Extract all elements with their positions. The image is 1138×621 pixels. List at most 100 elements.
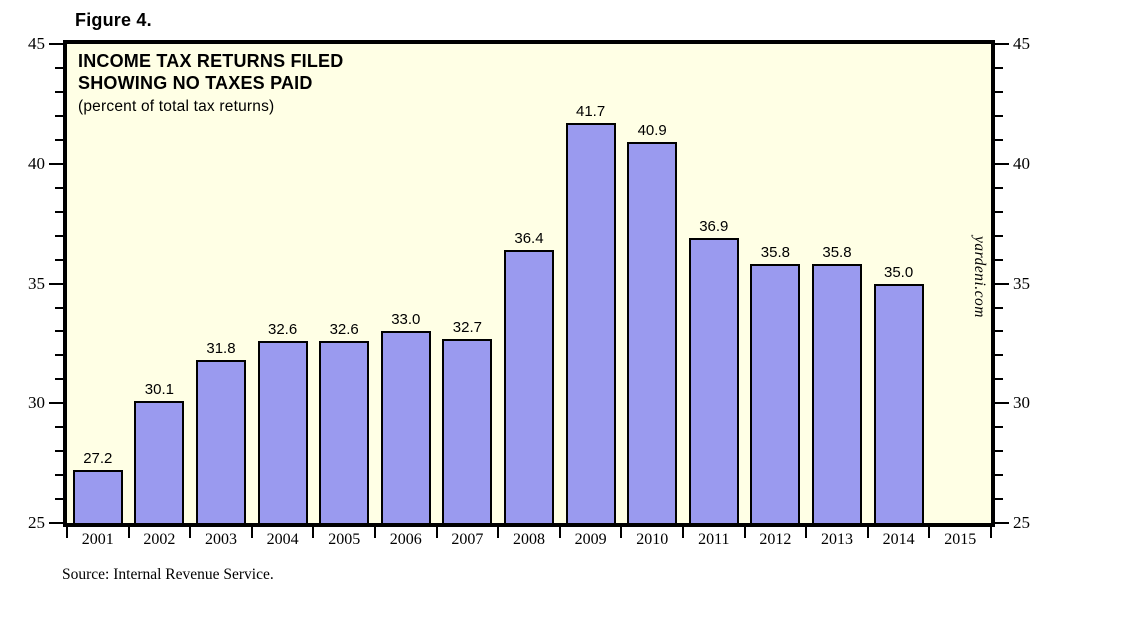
bars-layer: 27.2 30.1 31.8 32.6 32.6 33.0 32.7 36.4 41.7 40.9…: [67, 44, 991, 523]
chart-title: INCOME TAX RETURNS FILED SHOWING NO TAXE…: [78, 50, 343, 118]
bar-value-label-2007: 32.7: [452, 318, 482, 336]
bar-value-label-2014: 35.0: [883, 263, 914, 281]
bar-value-label-2013: 35.8: [822, 244, 852, 262]
y-minor-tick-left-44: [55, 66, 63, 69]
y-axis-label-right-30: 30: [1013, 393, 1030, 413]
y-major-tick-left-45: [49, 43, 63, 45]
chart-title-line1: INCOME TAX RETURNS FILED: [78, 51, 344, 71]
bar-2011: [688, 238, 739, 523]
bar-value-label-2004: 32.6: [267, 321, 298, 338]
y-major-tick-left-25: [49, 522, 63, 524]
y-minor-tick-left-36: [55, 258, 63, 261]
bar-2009: [565, 123, 616, 523]
y-major-tick-right-40: [995, 162, 1009, 165]
y-axis-label-right-35: 35: [1013, 273, 1030, 293]
bar-2010: [627, 142, 678, 523]
watermark-yardeni: yardeni.com: [971, 236, 988, 318]
y-minor-tick-right-31: [995, 378, 1003, 381]
x-axis-label-2008: 2008: [512, 531, 545, 548]
bar-value-label-2012: 35.8: [760, 244, 790, 262]
x-axis-label-2001: 2001: [81, 531, 114, 548]
bar-value-label-2003: 31.8: [206, 340, 236, 358]
x-axis-label-2005: 2005: [328, 531, 361, 548]
y-minor-tick-left-34: [55, 306, 63, 309]
y-minor-tick-left-26: [55, 498, 63, 501]
x-tick-13: [866, 527, 869, 538]
x-axis-label-2003: 2003: [204, 531, 237, 548]
y-minor-tick-right-29: [995, 426, 1003, 429]
x-axis-label-2014: 2014: [882, 531, 915, 548]
y-major-tick-left-35: [49, 282, 63, 285]
x-tick-5: [374, 527, 376, 538]
y-axis-label-right-40: 40: [1013, 153, 1030, 173]
y-minor-tick-right-28: [995, 450, 1003, 453]
x-axis-label-2007: 2007: [451, 531, 484, 548]
y-minor-tick-left-27: [55, 474, 63, 477]
x-tick-0: [66, 527, 68, 538]
y-minor-tick-left-29: [55, 426, 63, 429]
y-minor-tick-left-37: [55, 234, 63, 237]
bar-2002: [134, 400, 185, 523]
y-minor-tick-right-43: [995, 90, 1003, 93]
bar-value-label-2008: 36.4: [514, 230, 544, 247]
y-axis-label-left-30: 30: [28, 393, 45, 413]
chart-title-line2: SHOWING NO TAXES PAID: [78, 73, 313, 93]
y-axis-label-right-25: 25: [1013, 513, 1030, 532]
bar-2014: [873, 283, 924, 523]
x-tick-3: [250, 527, 253, 538]
y-major-tick-right-30: [995, 402, 1009, 405]
bar-2012: [750, 264, 801, 523]
bar-2001: [72, 470, 123, 523]
y-minor-tick-right-42: [995, 114, 1003, 117]
x-tick-12: [805, 527, 808, 538]
x-axis-label-2013: 2013: [820, 531, 853, 548]
bar-value-label-2001: 27.2: [83, 450, 113, 468]
plot-area: INCOME TAX RETURNS FILED SHOWING NO TAXE…: [63, 40, 995, 527]
bar-value-label-2011: 36.9: [699, 218, 729, 235]
y-minor-tick-left-43: [55, 90, 63, 93]
bar-2007: [442, 338, 493, 523]
x-axis-label-2002: 2002: [143, 531, 176, 548]
bar-2013: [812, 264, 862, 523]
bar-2004: [257, 341, 308, 523]
y-major-tick-right-35: [995, 282, 1009, 285]
y-minor-tick-right-33: [995, 330, 1003, 333]
y-minor-tick-right-44: [995, 66, 1003, 69]
x-tick-10: [682, 527, 684, 538]
x-axis-label-2012: 2012: [759, 531, 792, 548]
bar-value-label-2006: 33.0: [391, 311, 421, 329]
y-minor-tick-right-32: [995, 354, 1003, 357]
x-axis-label-2009: 2009: [574, 531, 607, 548]
bar-value-label-2002: 30.1: [144, 380, 174, 398]
x-tick-7: [497, 527, 500, 538]
y-major-tick-left-30: [49, 402, 63, 405]
y-minor-tick-right-38: [995, 210, 1003, 213]
x-axis-label-2011: 2011: [698, 531, 730, 548]
y-major-tick-left-40: [49, 162, 63, 165]
bar-2003: [196, 360, 246, 523]
y-minor-tick-right-27: [995, 474, 1003, 477]
y-major-tick-right-25: [995, 522, 1009, 524]
x-tick-4: [312, 527, 315, 538]
y-minor-tick-left-32: [55, 354, 63, 357]
x-axis-label-2010: 2010: [636, 531, 669, 548]
bar-2005: [319, 341, 370, 523]
y-minor-tick-left-42: [55, 114, 63, 117]
x-axis-label-2004: 2004: [266, 531, 299, 548]
y-minor-tick-right-36: [995, 258, 1003, 261]
x-tick-15: [990, 527, 992, 538]
y-axis-label-left-25: 25: [28, 513, 45, 532]
x-tick-2: [189, 527, 192, 538]
y-axis-label-left-45: 45: [28, 34, 45, 53]
figure-label: Figure 4.: [75, 10, 152, 30]
x-tick-14: [928, 527, 931, 538]
y-minor-tick-left-38: [55, 210, 63, 213]
x-tick-9: [620, 527, 623, 538]
y-minor-tick-right-41: [995, 138, 1003, 141]
bar-2006: [380, 331, 431, 523]
y-axis-label-left-35: 35: [28, 273, 45, 293]
y-minor-tick-right-37: [995, 234, 1003, 237]
y-minor-tick-right-39: [995, 186, 1003, 189]
bar-value-label-2010: 40.9: [637, 122, 667, 140]
y-minor-tick-left-33: [55, 330, 63, 333]
